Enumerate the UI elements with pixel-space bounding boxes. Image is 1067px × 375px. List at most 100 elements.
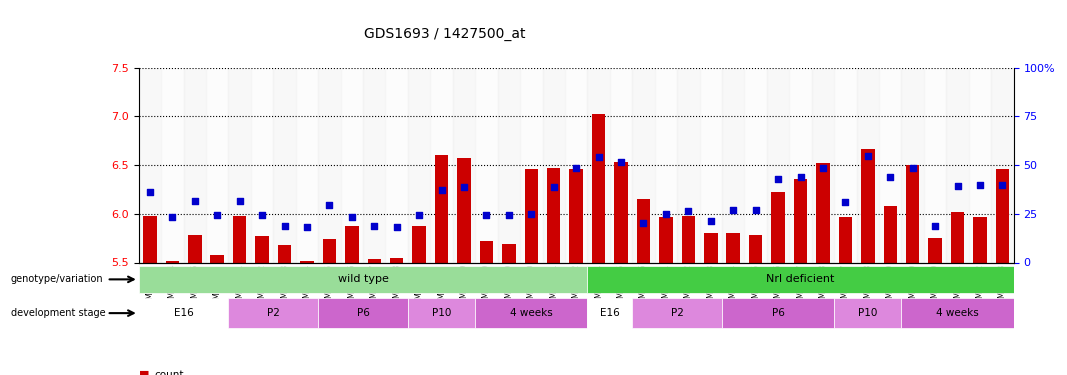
Point (411, 212, 428, 218)
Bar (633, 68, 655, 262)
Point (657, 211, 674, 217)
Text: wild type: wild type (337, 274, 388, 284)
Bar (745, 68, 767, 262)
Bar (340, 68, 363, 262)
Bar (542, 68, 564, 262)
Bar (408, 68, 430, 262)
Bar (996, 169, 1009, 262)
Point (254, 212, 271, 218)
Bar (906, 165, 920, 262)
Point (344, 214, 361, 220)
Point (456, 184, 473, 190)
Bar (951, 212, 965, 262)
Point (814, 165, 831, 171)
Text: 4 weeks: 4 weeks (510, 308, 553, 318)
Bar (520, 68, 542, 262)
Point (881, 174, 898, 180)
Bar (475, 68, 497, 262)
Point (545, 184, 562, 190)
Point (971, 183, 988, 189)
Text: P2: P2 (671, 308, 684, 318)
Text: ■: ■ (139, 370, 149, 375)
Text: Nrl deficient: Nrl deficient (766, 274, 834, 284)
Text: P2: P2 (267, 308, 280, 318)
Bar (385, 68, 408, 262)
Bar (928, 238, 942, 262)
Point (837, 199, 854, 205)
Point (568, 165, 585, 171)
Point (232, 198, 249, 204)
Bar (790, 68, 812, 262)
Bar (389, 258, 403, 262)
Text: count: count (155, 370, 185, 375)
Bar (296, 68, 318, 262)
Bar (991, 68, 1014, 262)
Bar (749, 235, 763, 262)
Bar (655, 68, 678, 262)
Bar (637, 199, 650, 262)
Bar (452, 68, 475, 262)
Bar (322, 239, 336, 262)
Bar (588, 68, 610, 262)
Text: 4 weeks: 4 weeks (936, 308, 978, 318)
Bar (682, 216, 695, 262)
Bar (946, 68, 969, 262)
Point (209, 212, 226, 218)
Bar (430, 68, 452, 262)
Point (769, 176, 786, 181)
Bar (861, 149, 875, 262)
Bar (233, 216, 246, 262)
Point (680, 208, 697, 214)
Point (388, 224, 405, 230)
Point (904, 165, 921, 171)
FancyBboxPatch shape (588, 298, 633, 328)
Point (142, 189, 159, 195)
Bar (165, 261, 179, 262)
Point (523, 211, 540, 217)
Point (612, 159, 630, 165)
Bar (273, 68, 296, 262)
Point (433, 188, 450, 194)
Bar (704, 233, 717, 262)
Text: P6: P6 (771, 308, 784, 318)
Text: E16: E16 (174, 308, 193, 318)
FancyBboxPatch shape (228, 298, 318, 328)
Bar (969, 68, 991, 262)
Text: E16: E16 (600, 308, 620, 318)
Bar (188, 235, 202, 262)
Bar (767, 68, 790, 262)
Bar (184, 68, 206, 262)
Bar (413, 226, 426, 262)
FancyBboxPatch shape (318, 298, 408, 328)
Bar (902, 68, 924, 262)
Text: P10: P10 (432, 308, 451, 318)
FancyBboxPatch shape (475, 298, 588, 328)
Bar (277, 245, 291, 262)
Bar (525, 169, 538, 262)
Bar (610, 68, 633, 262)
Point (702, 217, 719, 223)
Bar (206, 68, 228, 262)
FancyBboxPatch shape (588, 266, 1014, 293)
Point (478, 212, 495, 218)
Bar (318, 68, 340, 262)
Point (792, 174, 809, 180)
Bar (700, 68, 722, 262)
Bar (480, 241, 493, 262)
Text: P6: P6 (356, 308, 369, 318)
Bar (592, 114, 605, 262)
Point (635, 219, 652, 225)
Point (747, 207, 764, 213)
Bar (345, 226, 359, 262)
Bar (771, 192, 785, 262)
FancyBboxPatch shape (902, 298, 1014, 328)
Bar (678, 68, 700, 262)
FancyBboxPatch shape (408, 298, 475, 328)
Point (299, 224, 316, 230)
FancyBboxPatch shape (834, 298, 902, 328)
Text: P10: P10 (858, 308, 877, 318)
Bar (161, 68, 184, 262)
FancyBboxPatch shape (139, 298, 228, 328)
Bar (503, 244, 515, 262)
Point (276, 224, 293, 230)
